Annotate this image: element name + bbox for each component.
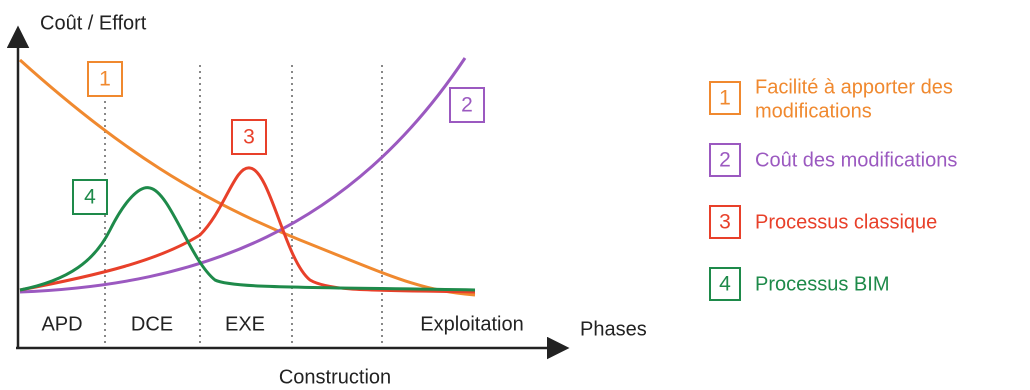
legend-label: Processus classique [755,211,937,233]
phase-label: Exploitation [420,313,523,335]
phase-dividers [104,65,383,346]
tag-number: 4 [84,186,96,209]
legend-label: Coût des modifications [755,149,957,171]
tag-box [231,119,267,155]
tag-number: 3 [243,126,255,149]
y-axis-label: Coût / Effort [40,12,147,34]
legend-number: 2 [719,149,731,172]
legend-boxes [709,81,741,301]
legend-box [709,267,741,301]
phase-label: DCE [131,313,173,335]
tag-box [449,87,485,123]
legend-box [709,143,741,177]
curve-4 [19,186,476,292]
phase-label: EXE [225,313,265,335]
legend-number: 4 [719,273,731,296]
legend-number: 1 [719,87,731,110]
phase-label: APD [41,313,82,335]
construction-label: Construction [279,366,391,388]
curves [18,57,476,297]
tag-box [72,179,108,215]
legend-box [709,81,741,115]
legend-label: Processus BIM [755,273,889,295]
x-axis-label: Phases [580,318,647,340]
legend-label: Facilité à apporter des [755,76,953,98]
tag-number: 1 [99,68,111,91]
tag-box [87,61,123,97]
curve-2 [19,57,467,294]
curve-tags [72,61,485,215]
legend-label: modifications [755,100,872,122]
legend-number: 3 [719,211,731,234]
legend-box [709,205,741,239]
tag-number: 2 [461,94,473,117]
